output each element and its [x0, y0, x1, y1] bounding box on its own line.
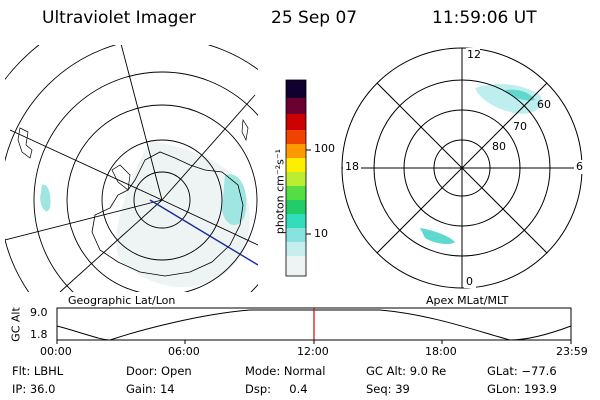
date: 25 Sep 07: [271, 8, 358, 28]
left-map-caption: Geographic Lat/Lon: [68, 294, 176, 307]
param-mode: Mode: Normal: [245, 364, 326, 378]
alt-xtick-2: 12:00: [297, 345, 329, 358]
colorbar-tick-10: 10: [314, 227, 328, 240]
alt-xtick-4: 23:59: [556, 345, 588, 358]
param-seq: Seq: 39: [366, 382, 410, 396]
lat-label-70: 70: [513, 120, 527, 133]
colorbar-unit-label: photon cm⁻²s⁻¹: [273, 148, 287, 235]
alt-ylabel: GC Alt: [9, 307, 23, 342]
param-ip: IP: 36.0: [12, 382, 56, 396]
alt-xtick-0: 00:00: [40, 345, 72, 358]
mlt-label-top: 12: [467, 48, 481, 61]
emission-region-left: [116, 140, 250, 288]
param-gain: Gain: 14: [126, 382, 175, 396]
altitude-plot: [56, 307, 572, 344]
emission-patch-west: [40, 184, 51, 212]
mlt-label-bottom: 0: [466, 275, 473, 288]
altitude-curve: [56, 309, 572, 341]
lat-label-80: 80: [492, 140, 506, 153]
param-flt: Flt: LBHL: [12, 364, 64, 378]
alt-xtick-3: 18:00: [425, 345, 457, 358]
colorbar-tick-100: 100: [314, 142, 335, 155]
colorbar: [285, 79, 311, 277]
emission-patch-east: [222, 174, 247, 226]
param-glat: GLat: −77.6: [487, 364, 557, 378]
coastline-antarctica: [91, 151, 244, 277]
title: Ultraviolet Imager: [42, 8, 196, 28]
mlt-label-left: 18: [345, 160, 359, 173]
param-dsp: Dsp: 0.4: [245, 382, 308, 396]
right-map-caption: Apex MLat/MLT: [426, 294, 509, 307]
geographic-map: [5, 45, 258, 292]
mlt-label-right: 6: [576, 160, 583, 173]
polar-map: [341, 47, 588, 289]
lat-label-60: 60: [537, 98, 551, 111]
alt-xtick-1: 06:00: [168, 345, 200, 358]
emission-patch-night: [420, 228, 455, 245]
param-gc-alt: GC Alt: 9.0 Re: [366, 364, 447, 378]
time: 11:59:06 UT: [432, 8, 537, 28]
alt-ytick-1.8: 1.8: [30, 328, 48, 341]
alt-ytick-9: 9.0: [30, 306, 48, 319]
param-door: Door: Open: [126, 364, 192, 378]
param-glon: GLon: 193.9: [487, 382, 557, 396]
